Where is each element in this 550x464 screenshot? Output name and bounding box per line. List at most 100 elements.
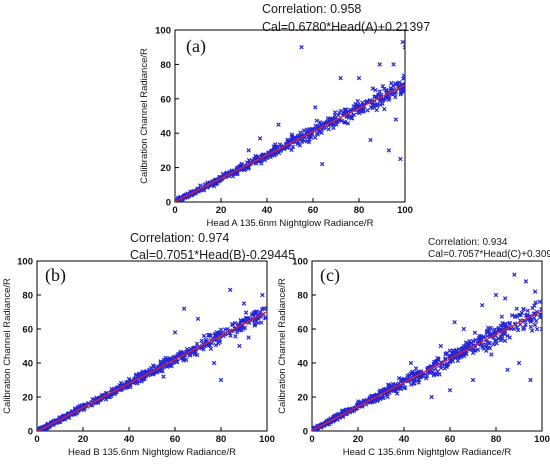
scatter-point [484,330,490,335]
scatter-point [455,358,461,364]
scatter-point [108,393,114,399]
scatter-point [209,341,215,346]
scatter-point [389,80,394,86]
scatter-point [507,321,512,327]
outlier-point [537,299,542,305]
outlier-point [400,39,405,45]
outlier-point [438,343,444,349]
fit-line [312,309,542,431]
x-axis-title: Head C 135.6nm Nightglow Radiance/R [343,447,512,458]
scatter-point [133,372,139,377]
scatter-point [485,325,491,331]
scatter-point [199,338,204,343]
y-tick-label: 0 [303,427,308,438]
scatter-point [485,333,490,339]
outlier-point [479,302,485,308]
x-tick-label: 60 [308,205,319,216]
scatter-point [246,157,252,163]
scatter-point [314,118,319,123]
correlation-label: Correlation: 0.934 [428,237,508,248]
scatter-point [334,122,339,127]
scatter-point [317,120,323,125]
scatter-point [481,335,487,340]
scatter-point [239,319,244,324]
outlier-point [461,326,467,332]
scatter-point [514,306,519,311]
outlier-point [429,394,434,400]
scatter-point [360,100,365,105]
scatter-point [446,361,451,367]
scatter-point [208,333,213,338]
y-tick-label: 40 [22,359,33,370]
scatter-point [243,310,249,315]
x-tick-label: 80 [354,205,365,216]
fit-line [175,84,405,202]
scatter-point [383,386,389,392]
scatter-point [390,381,396,387]
scatter-point [308,135,314,140]
scatter-point [394,391,400,396]
x-tick-label: 60 [170,434,181,445]
scatter-point [339,408,345,413]
scatter-point [315,132,321,137]
scatter-point [218,330,223,336]
scatter-point [512,314,518,320]
scatter-point [369,394,374,400]
scatter-point [372,102,378,107]
scatter-point [413,366,419,371]
scatter-point [470,350,476,356]
scatter-panel-1: Correlation: 0.974 Cal=0.7051*Head(B)-0.2… [2,231,295,458]
scatter-point [486,345,491,350]
scatter-point [401,73,405,78]
plot-frame [174,29,406,203]
scatter-point [137,371,142,376]
plot-frame [311,260,543,432]
y-tick-label: 80 [160,60,171,71]
outlier-point [502,296,508,301]
outlier-point [276,122,281,127]
y-tick-label: 60 [160,94,171,105]
scatter-point [147,367,152,372]
scatter-point [431,371,437,376]
outlier-point [532,289,538,294]
scatter-point [377,89,382,94]
scatter-panel-2: Correlation: 0.934Cal=0.7057*Head(C)+0.3… [277,237,550,458]
outlier-point [470,377,476,383]
outlier-point [386,148,392,153]
scatter-point [507,335,512,340]
scatter-point [403,385,408,390]
outlier-point [246,148,251,153]
scatter-point [233,334,238,339]
x-tick-label: 80 [491,434,502,445]
x-tick-label: 20 [353,434,364,445]
x-tick-label: 40 [124,434,135,445]
outlier-point [241,301,247,306]
correlation-label: Correlation: 0.974 [130,231,229,245]
scatter-point [492,338,498,344]
scatter-point [373,87,378,93]
x-tick-label: 0 [309,434,314,445]
x-tick-label: 0 [172,205,177,216]
scatter-point [501,323,507,328]
scatter-point [388,85,393,91]
y-tick-label: 100 [155,26,171,37]
panel-label: (c) [320,265,340,286]
scatter-point [434,372,440,377]
outlier-point [489,352,494,357]
outlier-point [356,75,362,81]
scatter-point [353,101,358,107]
outlier-point [227,287,233,293]
outlier-point [264,306,267,311]
x-tick-label: 100 [397,205,413,216]
scatter-point [307,126,312,132]
scatter-point [509,313,515,318]
scatter-points [37,287,267,431]
outlier-point [161,374,166,379]
x-tick-label: 20 [78,434,89,445]
scatter-point [393,94,398,100]
x-tick-label: 100 [259,434,275,445]
scatter-point [259,161,264,166]
y-tick-label: 20 [22,393,33,404]
outlier-point [512,272,517,277]
